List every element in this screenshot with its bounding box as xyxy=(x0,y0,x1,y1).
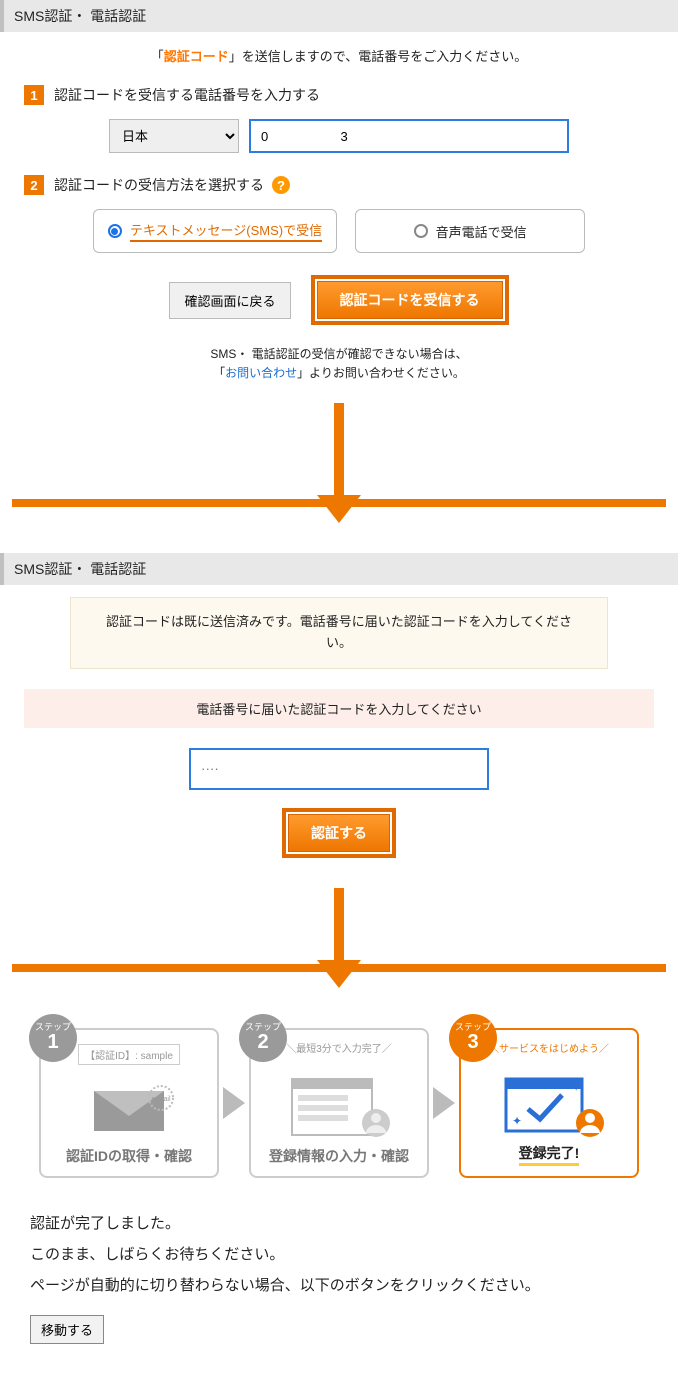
step-card-1-graphic: e-mail xyxy=(51,1066,207,1146)
button-row-1: 確認画面に戻る 認証コードを受信する xyxy=(24,275,654,325)
step-card-3-badge-num: 3 xyxy=(467,1032,478,1052)
radio-sms-outer xyxy=(108,224,122,238)
step-card-1-badge: ステップ 1 xyxy=(29,1014,77,1062)
radio-sms-inner xyxy=(111,228,118,235)
pink-instruction-bar: 電話番号に届いた認証コードを入力してください xyxy=(24,689,654,728)
step-card-2-badge: ステップ 2 xyxy=(239,1014,287,1062)
contact-link[interactable]: お問い合わせ xyxy=(225,366,297,380)
panel-1: 「認証コード」を送信しますので、電話番号をご入力ください。 1 認証コードを受信… xyxy=(0,46,678,393)
note-l2-suffix: 」よりお問い合わせください。 xyxy=(297,366,465,380)
step-1-row: 1 認証コードを受信する電話番号を入力する xyxy=(24,85,654,105)
section-header-sms-1: SMS認証・ 電話認証 xyxy=(0,0,678,32)
step-2-text: 認証コードの受信方法を選択する xyxy=(54,175,264,195)
radio-voice-outer xyxy=(414,224,428,238)
contact-note: SMS・ 電話認証の受信が確認できない場合は、 「お問い合わせ」よりお問い合わせ… xyxy=(24,345,654,383)
step-card-3-graphic: ✦ ✦ xyxy=(471,1066,627,1143)
step-card-2-title: 登録情報の入力・確認 xyxy=(269,1146,409,1166)
arrow-2-vert xyxy=(334,888,344,968)
intro-highlight: 認証コード xyxy=(164,49,229,64)
step-card-1-tag: 【認証ID】: sample xyxy=(78,1044,180,1065)
arrow-2-head-icon xyxy=(317,960,361,988)
intro-text: 「認証コード」を送信しますので、電話番号をご入力ください。 xyxy=(24,46,654,65)
step-card-1-title: 認証IDの取得・確認 xyxy=(66,1146,192,1166)
svg-text:✦: ✦ xyxy=(572,1083,580,1094)
step-2-row: 2 認証コードの受信方法を選択する ? xyxy=(24,175,654,195)
arrow-1-head-icon xyxy=(317,495,361,523)
radio-voice[interactable]: 音声電話で受信 xyxy=(355,209,585,253)
back-button[interactable]: 確認画面に戻る xyxy=(169,282,290,319)
final-line-1: 認証が完了しました。 xyxy=(30,1212,648,1233)
receive-button-wrap: 認証コードを受信する xyxy=(311,275,509,325)
final-text-block: 認証が完了しました。 このまま、しばらくお待ちください。 ページが自動的に切り替… xyxy=(0,1212,678,1295)
final-line-3: ページが自動的に切り替わらない場合、以下のボタンをクリックください。 xyxy=(30,1274,648,1295)
steps-3-row: ステップ 1 【認証ID】: sample e-mail 認証IDの取得・確認 … xyxy=(0,1018,678,1202)
step-card-3: ステップ 3 ＼サービスをはじめよう／ ✦ ✦ 登録完了! xyxy=(459,1028,639,1178)
step-1-text: 認証コードを受信する電話番号を入力する xyxy=(54,85,320,105)
country-select[interactable]: 日本 xyxy=(109,119,239,153)
receive-code-button[interactable]: 認証コードを受信する xyxy=(317,281,503,319)
step-2-badge: 2 xyxy=(24,175,44,195)
note-l2-prefix: 「 xyxy=(213,366,225,380)
panel-2: 電話番号に届いた認証コードを入力してください 認証する xyxy=(0,689,678,878)
form-icon xyxy=(284,1071,394,1141)
radio-sms-label: テキストメッセージ(SMS)で受信 xyxy=(130,220,322,242)
step-arrow-1-icon xyxy=(223,1087,245,1119)
verify-button-wrap: 認証する xyxy=(282,808,396,858)
step-card-2-badge-num: 2 xyxy=(257,1032,268,1052)
step-card-2: ステップ 2 ＼最短3分で入力完了／ 登録情報の入力・確認 xyxy=(249,1028,429,1178)
envelope-icon: e-mail xyxy=(79,1076,179,1136)
step-card-3-title: 登録完了! xyxy=(519,1143,580,1166)
step-card-1: ステップ 1 【認証ID】: sample e-mail 認証IDの取得・確認 xyxy=(39,1028,219,1178)
code-input-wrap xyxy=(24,748,654,790)
verification-code-input[interactable] xyxy=(189,748,489,790)
intro-prefix: 「 xyxy=(151,49,164,64)
note-line1: SMS・ 電話認証の受信が確認できない場合は、 xyxy=(210,347,467,361)
verify-button[interactable]: 認証する xyxy=(288,814,390,852)
step-card-1-badge-num: 1 xyxy=(47,1032,58,1052)
move-button[interactable]: 移動する xyxy=(30,1315,104,1344)
step-card-2-banner: ＼最短3分で入力完了／ xyxy=(286,1040,392,1055)
arrow-1-vert xyxy=(334,403,344,503)
svg-text:✦: ✦ xyxy=(512,1114,522,1128)
complete-icon: ✦ ✦ xyxy=(494,1069,604,1139)
flow-arrow-1 xyxy=(0,403,678,543)
svg-text:e-mail: e-mail xyxy=(151,1096,171,1103)
phone-input-row: 日本 xyxy=(24,119,654,153)
receive-method-radios: テキストメッセージ(SMS)で受信 音声電話で受信 xyxy=(24,209,654,253)
step-1-badge: 1 xyxy=(24,85,44,105)
final-line-2: このまま、しばらくお待ちください。 xyxy=(30,1243,648,1264)
phone-input[interactable] xyxy=(249,119,569,153)
step-card-2-graphic xyxy=(261,1066,417,1146)
radio-voice-label: 音声電話で受信 xyxy=(436,222,527,241)
info-box: 認証コードは既に送信済みです。電話番号に届いた認証コードを入力してください。 xyxy=(70,597,608,669)
step-card-3-banner: ＼サービスをはじめよう／ xyxy=(489,1040,609,1055)
help-icon[interactable]: ? xyxy=(272,176,290,194)
step-arrow-2-icon xyxy=(433,1087,455,1119)
section-header-sms-2: SMS認証・ 電話認証 xyxy=(0,553,678,585)
verify-button-row: 認証する xyxy=(24,808,654,858)
radio-sms[interactable]: テキストメッセージ(SMS)で受信 xyxy=(93,209,337,253)
flow-arrow-2 xyxy=(0,888,678,1008)
intro-suffix: 」を送信しますので、電話番号をご入力ください。 xyxy=(229,49,527,64)
